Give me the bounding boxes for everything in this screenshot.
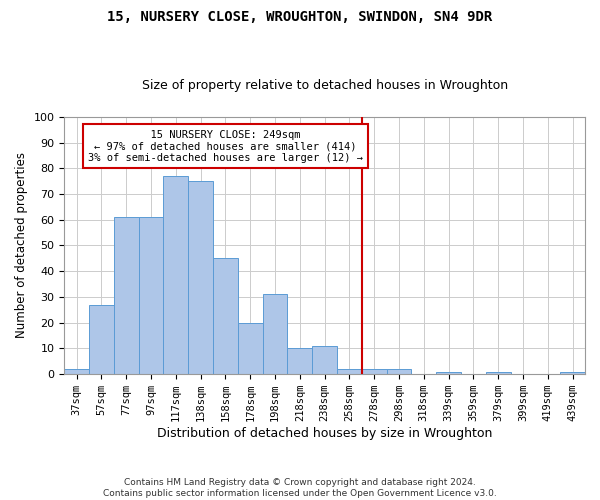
Title: Size of property relative to detached houses in Wroughton: Size of property relative to detached ho… [142,79,508,92]
Bar [163,176,188,374]
Bar [139,217,163,374]
Bar [238,322,263,374]
Bar [64,369,89,374]
Bar [114,217,139,374]
Bar [486,372,511,374]
Bar [386,369,412,374]
Bar [89,304,114,374]
Bar [188,181,213,374]
Bar [560,372,585,374]
X-axis label: Distribution of detached houses by size in Wroughton: Distribution of detached houses by size … [157,427,493,440]
Bar [362,369,386,374]
Bar [436,372,461,374]
Text: Contains HM Land Registry data © Crown copyright and database right 2024.
Contai: Contains HM Land Registry data © Crown c… [103,478,497,498]
Text: 15, NURSERY CLOSE, WROUGHTON, SWINDON, SN4 9DR: 15, NURSERY CLOSE, WROUGHTON, SWINDON, S… [107,10,493,24]
Bar [337,369,362,374]
Bar [263,294,287,374]
Bar [312,346,337,374]
Bar [287,348,312,374]
Bar [213,258,238,374]
Text: 15 NURSERY CLOSE: 249sqm  
← 97% of detached houses are smaller (414)
3% of semi: 15 NURSERY CLOSE: 249sqm ← 97% of detach… [88,130,363,163]
Y-axis label: Number of detached properties: Number of detached properties [15,152,28,338]
